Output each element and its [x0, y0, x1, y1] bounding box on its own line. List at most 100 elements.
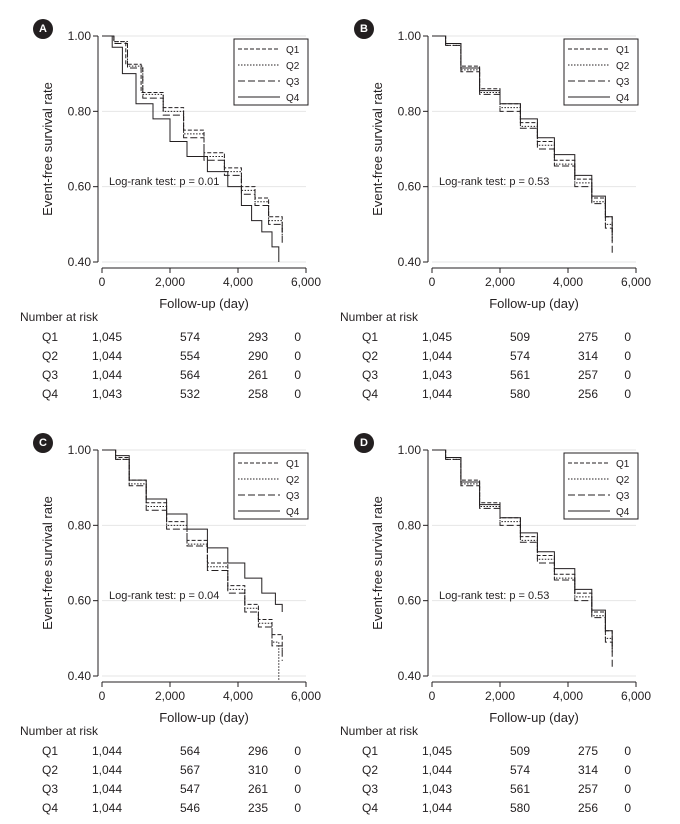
- legend-label-q1: Q1: [616, 45, 630, 56]
- risk-group-label: Q2: [362, 349, 379, 363]
- risk-count: 0: [624, 387, 631, 401]
- risk-group-label: Q1: [42, 744, 59, 758]
- panel-a: A 0 2,000 4,000 6,000 0.40 0.60 0.80 1.00 Follow-…: [0, 0, 330, 410]
- y-axis-title: Event-free survival rate: [40, 82, 55, 216]
- risk-group-label: Q2: [42, 763, 59, 777]
- x-tick-label: 2,000: [155, 275, 185, 289]
- x-tick-label: 0: [99, 275, 106, 289]
- panel-d: D 0 2,000 4,000 6,000 0.40 0.60 0.80 1.00 Follow-…: [330, 414, 660, 824]
- panel-label: A: [33, 19, 53, 39]
- legend-label-q3: Q3: [616, 491, 630, 502]
- risk-count: 567: [179, 763, 200, 777]
- km-plot: 0 2,000 4,000 6,000 0.40 0.60 0.80 1.00 Follow-u…: [40, 29, 321, 311]
- x-axis-title: Follow-up (day): [489, 296, 579, 311]
- risk-count: 0: [294, 387, 301, 401]
- risk-count: 0: [294, 368, 301, 382]
- risk-count: 1,044: [421, 763, 452, 777]
- x-tick-label: 0: [429, 275, 436, 289]
- legend-label-q4: Q4: [286, 93, 300, 104]
- risk-row-q1: Q1 1,045 509 275 0: [330, 330, 660, 346]
- x-tick-label: 4,000: [223, 275, 253, 289]
- panel-b: B 0 2,000 4,000 6,000 0.40 0.60 0.80 1.00 Follow-…: [330, 0, 660, 410]
- x-tick-label: 6,000: [291, 275, 321, 289]
- risk-group-label: Q3: [362, 782, 379, 796]
- risk-count: 296: [247, 744, 268, 758]
- legend-label-q1: Q1: [286, 459, 300, 470]
- risk-count: 1,045: [421, 744, 452, 758]
- survival-curve-q4: [102, 449, 283, 612]
- legend-label-q4: Q4: [286, 507, 300, 518]
- y-tick-label: 0.60: [68, 180, 92, 194]
- x-tick-label: 0: [429, 689, 436, 703]
- risk-count: 574: [509, 349, 530, 363]
- risk-count: 310: [247, 763, 268, 777]
- legend-label-q2: Q2: [286, 61, 300, 72]
- y-axis-title: Event-free survival rate: [40, 496, 55, 630]
- km-plot: 0 2,000 4,000 6,000 0.40 0.60 0.80 1.00 Follow-u…: [370, 443, 651, 725]
- risk-count: 574: [179, 330, 200, 344]
- legend-label-q3: Q3: [286, 77, 300, 88]
- log-rank-annotation: Log-rank test: p = 0.53: [439, 590, 549, 602]
- risk-count: 561: [509, 782, 530, 796]
- survival-curve-q4: [432, 449, 613, 650]
- risk-count: 275: [577, 330, 598, 344]
- risk-count: 546: [179, 801, 200, 815]
- survival-curve-q4: [102, 35, 280, 262]
- risk-count: 1,045: [91, 330, 122, 344]
- legend-label-q4: Q4: [616, 507, 630, 518]
- risk-group-label: Q3: [42, 782, 59, 796]
- risk-row-q4: Q4 1,043 532 258 0: [0, 387, 330, 403]
- y-tick-label: 1.00: [398, 443, 422, 457]
- y-tick-label: 0.80: [68, 104, 92, 118]
- risk-count: 0: [294, 763, 301, 777]
- risk-row-q3: Q3 1,043 561 257 0: [330, 782, 660, 798]
- risk-row-q2: Q2 1,044 574 314 0: [330, 349, 660, 365]
- risk-row-q1: Q1 1,045 574 293 0: [0, 330, 330, 346]
- x-tick-label: 4,000: [223, 689, 253, 703]
- risk-table-title: Number at risk: [20, 724, 99, 738]
- risk-group-label: Q4: [362, 801, 379, 815]
- risk-group-label: Q4: [42, 387, 59, 401]
- y-tick-label: 0.40: [68, 255, 92, 269]
- risk-count: 561: [509, 368, 530, 382]
- risk-count: 1,044: [91, 782, 122, 796]
- legend-label-q1: Q1: [616, 459, 630, 470]
- survival-curve-q2: [102, 449, 280, 680]
- risk-count: 0: [294, 330, 301, 344]
- risk-row-q1: Q1 1,044 564 296 0: [0, 744, 330, 760]
- legend-label-q2: Q2: [286, 475, 300, 486]
- risk-count: 0: [624, 368, 631, 382]
- risk-count: 257: [577, 782, 598, 796]
- legend-label-q3: Q3: [286, 491, 300, 502]
- y-tick-label: 1.00: [398, 29, 422, 43]
- x-tick-label: 6,000: [621, 689, 651, 703]
- risk-table-title: Number at risk: [340, 724, 419, 738]
- y-tick-label: 0.60: [398, 594, 422, 608]
- risk-group-label: Q3: [362, 368, 379, 382]
- km-plot: 0 2,000 4,000 6,000 0.40 0.60 0.80 1.00 Follow-u…: [370, 29, 651, 311]
- risk-group-label: Q2: [42, 349, 59, 363]
- x-tick-label: 2,000: [485, 275, 515, 289]
- panel-label: B: [354, 19, 374, 39]
- x-axis-title: Follow-up (day): [159, 296, 249, 311]
- risk-count: 1,043: [421, 782, 452, 796]
- risk-count: 0: [624, 349, 631, 363]
- panel-c: C 0 2,000 4,000 6,000 0.40 0.60 0.80 1.00 Follow-…: [0, 414, 330, 824]
- risk-count: 0: [294, 744, 301, 758]
- risk-count: 256: [577, 801, 598, 815]
- x-tick-label: 0: [99, 689, 106, 703]
- risk-row-q2: Q2 1,044 567 310 0: [0, 763, 330, 779]
- risk-count: 1,043: [421, 368, 452, 382]
- risk-count: 1,044: [421, 801, 452, 815]
- risk-count: 275: [577, 744, 598, 758]
- risk-count: 580: [509, 387, 530, 401]
- risk-group-label: Q1: [42, 330, 59, 344]
- y-tick-label: 0.80: [68, 518, 92, 532]
- risk-count: 0: [294, 782, 301, 796]
- risk-group-label: Q4: [42, 801, 59, 815]
- panel-label: C: [33, 433, 53, 453]
- risk-count: 256: [577, 387, 598, 401]
- risk-count: 235: [247, 801, 268, 815]
- risk-count: 0: [624, 801, 631, 815]
- legend: [563, 452, 639, 520]
